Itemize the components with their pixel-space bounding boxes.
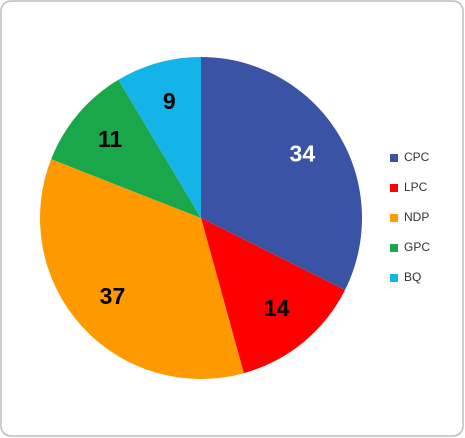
data-label: 37 <box>100 283 126 309</box>
legend-swatch <box>390 214 398 222</box>
legend-swatch <box>390 274 398 282</box>
legend-label: GPC <box>404 240 430 254</box>
legend-label: NDP <box>404 210 429 224</box>
pie-slice <box>201 57 362 291</box>
pie-slice <box>118 57 201 218</box>
legend-label: LPC <box>404 180 428 194</box>
legend-swatch <box>390 244 398 252</box>
legend-label: BQ <box>404 270 421 284</box>
legend-swatch <box>390 184 398 192</box>
data-label: 9 <box>163 88 176 114</box>
pie-slice <box>39 159 244 380</box>
pie-slice <box>51 79 201 219</box>
legend-swatch <box>390 154 398 162</box>
pie-slice <box>201 218 345 374</box>
data-label: 14 <box>264 295 290 321</box>
data-label: 34 <box>290 140 316 166</box>
data-label: 11 <box>98 126 123 152</box>
legend-label: CPC <box>404 150 430 164</box>
